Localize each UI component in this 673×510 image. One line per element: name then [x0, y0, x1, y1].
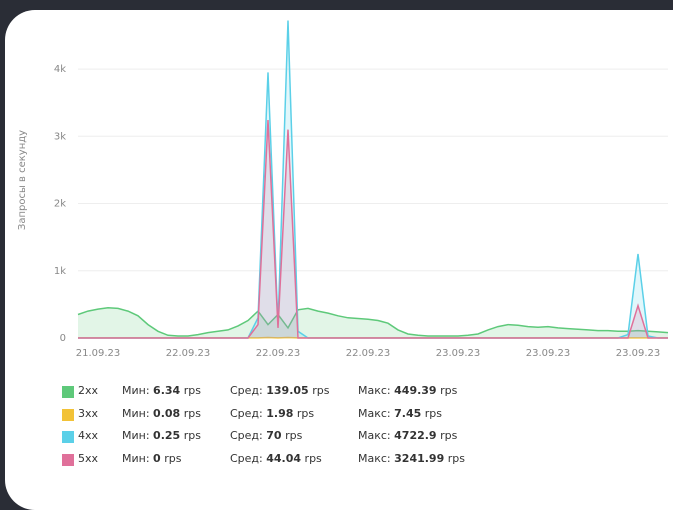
stat-max: Макс: 3241.99 rps: [358, 452, 465, 465]
y-axis-label: Запросы в секунду: [17, 130, 28, 230]
y-tick-label: 4k: [54, 64, 66, 75]
stat-max: Макс: 449.39 rps: [358, 384, 457, 397]
stat-unit: rps: [184, 384, 201, 397]
page: Запросы в секунду 0 1k 2k 3k 4k 21.09.23 22.09…: [0, 0, 673, 470]
stat-label: Макс:: [358, 384, 391, 397]
chart: Запросы в секунду 0 1k 2k 3k 4k 21.09.23 22.09…: [0, 0, 673, 380]
stat-min: Мин: 6.34 rps: [122, 384, 201, 397]
stat-min: Мин: 0.08 rps: [122, 407, 201, 420]
stat-value: 0: [153, 452, 161, 465]
stat-label: Мин:: [122, 429, 150, 442]
stat-value: 0.25: [153, 429, 180, 442]
stat-unit: rps: [440, 429, 457, 442]
x-tick-label: 22.09.23: [346, 348, 391, 359]
stat-value: 6.34: [153, 384, 180, 397]
stat-min: Мин: 0.25 rps: [122, 429, 201, 442]
stat-label: Макс:: [358, 407, 391, 420]
stat-unit: rps: [184, 407, 201, 420]
stat-label: Мин:: [122, 407, 150, 420]
stat-max: Макс: 4722.9 rps: [358, 429, 457, 442]
stat-value: 449.39: [394, 384, 436, 397]
stat-value: 70: [266, 429, 281, 442]
series-line: [78, 21, 668, 339]
stat-avg: Сред: 44.04 rps: [230, 452, 322, 465]
area-fill: [78, 120, 668, 338]
stat-value: 139.05: [266, 384, 308, 397]
stat-unit: rps: [425, 407, 442, 420]
stat-label: Сред:: [230, 452, 263, 465]
x-tick-label: 21.09.23: [76, 348, 121, 359]
x-tick-label: 22.09.23: [256, 348, 301, 359]
stat-min: Мин: 0 rps: [122, 452, 181, 465]
stat-label: Макс:: [358, 452, 391, 465]
x-tick-label: 23.09.23: [526, 348, 571, 359]
stat-unit: rps: [164, 452, 181, 465]
stat-value: 44.04: [266, 452, 301, 465]
stat-avg: Сред: 70 rps: [230, 429, 302, 442]
stat-avg: Сред: 1.98 rps: [230, 407, 314, 420]
stat-value: 7.45: [394, 407, 421, 420]
stat-label: Макс:: [358, 429, 391, 442]
stat-unit: rps: [297, 407, 314, 420]
legend-label: 3xx: [78, 407, 98, 420]
x-tick-label: 22.09.23: [166, 348, 211, 359]
legend-label: 4xx: [78, 429, 98, 442]
stat-value: 0.08: [153, 407, 180, 420]
stat-label: Сред:: [230, 429, 263, 442]
y-tick-label: 3k: [54, 131, 66, 142]
stat-unit: rps: [440, 384, 457, 397]
stat-unit: rps: [184, 429, 201, 442]
legend-swatch: [62, 386, 74, 398]
stat-unit: rps: [285, 429, 302, 442]
y-tick-label: 2k: [54, 199, 66, 210]
legend-swatch: [62, 431, 74, 443]
legend-swatch: [62, 409, 74, 421]
stat-unit: rps: [305, 452, 322, 465]
legend-label: 5xx: [78, 452, 98, 465]
legend-label: 2xx: [78, 384, 98, 397]
y-tick-label: 1k: [54, 266, 66, 277]
stat-avg: Сред: 139.05 rps: [230, 384, 329, 397]
area-fill: [78, 308, 668, 338]
x-tick-label: 23.09.23: [436, 348, 481, 359]
stat-unit: rps: [448, 452, 465, 465]
stat-label: Сред:: [230, 407, 263, 420]
area-fill: [78, 21, 668, 339]
stat-max: Макс: 7.45 rps: [358, 407, 442, 420]
x-tick-label: 23.09.23: [616, 348, 661, 359]
stat-unit: rps: [312, 384, 329, 397]
stat-label: Мин:: [122, 384, 150, 397]
legend-swatch: [62, 454, 74, 466]
stat-value: 3241.99: [394, 452, 444, 465]
stat-label: Сред:: [230, 384, 263, 397]
stat-value: 4722.9: [394, 429, 436, 442]
stat-value: 1.98: [266, 407, 293, 420]
series-line: [78, 120, 668, 338]
stat-label: Мин:: [122, 452, 150, 465]
y-tick-label: 0: [60, 333, 66, 344]
